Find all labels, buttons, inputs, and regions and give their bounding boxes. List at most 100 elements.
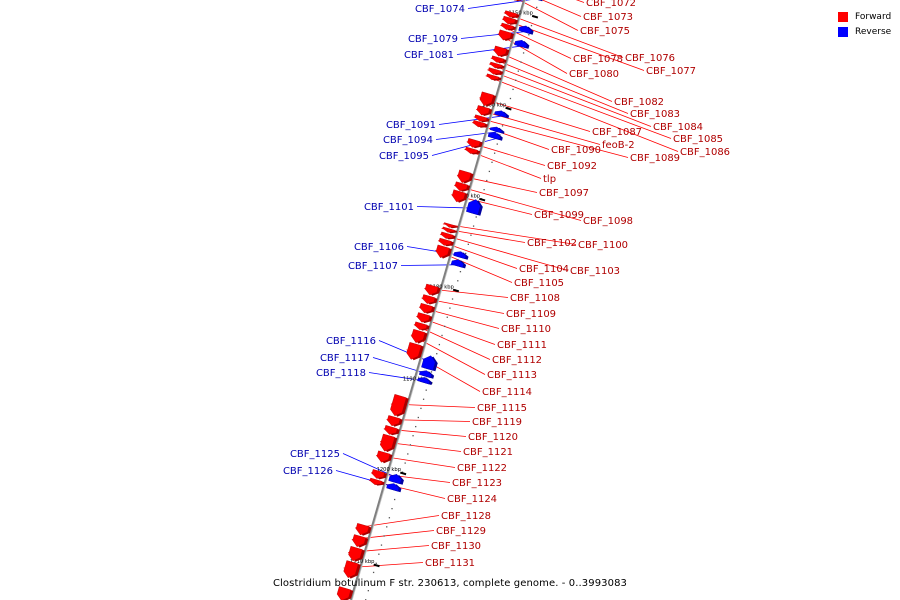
gene-label[interactable]: CBF_1080: [569, 69, 619, 80]
gene-label[interactable]: CBF_1119: [472, 417, 522, 428]
gene-arrow[interactable]: [518, 25, 534, 35]
gene-label[interactable]: CBF_1108: [510, 293, 560, 304]
gene-arrow[interactable]: [502, 15, 518, 25]
gene-arrow[interactable]: [424, 283, 441, 296]
gene-label[interactable]: CBF_1112: [492, 355, 542, 366]
gene-label[interactable]: CBF_1113: [487, 370, 537, 381]
gene-arrow[interactable]: [489, 61, 505, 69]
gene-arrow[interactable]: [494, 110, 510, 119]
gene-label[interactable]: CBF_1072: [586, 0, 636, 9]
gene-label[interactable]: CBF_1095: [379, 151, 429, 162]
gene-label[interactable]: CBF_1126: [283, 466, 333, 477]
gene-label[interactable]: CBF_1106: [354, 242, 404, 253]
gene-arrow[interactable]: [418, 370, 435, 379]
gene-arrow[interactable]: [440, 231, 456, 240]
gene-label[interactable]: CBF_1131: [425, 558, 475, 569]
gene-label[interactable]: CBF_1077: [646, 66, 696, 77]
gene-arrow[interactable]: [417, 377, 433, 385]
gene-arrow[interactable]: [476, 105, 493, 116]
gene-arrow[interactable]: [435, 244, 452, 259]
gene-arrow[interactable]: [379, 433, 398, 453]
gene-arrow[interactable]: [348, 545, 365, 562]
gene-arrow[interactable]: [419, 302, 436, 314]
gene-label[interactable]: CBF_1103: [570, 266, 620, 277]
gene-label[interactable]: CBF_1074: [415, 4, 465, 15]
gene-label[interactable]: CBF_1094: [383, 135, 433, 146]
gene-arrow[interactable]: [352, 534, 369, 548]
gene-arrow[interactable]: [451, 189, 468, 203]
gene-arrow[interactable]: [498, 29, 514, 41]
gene-arrow[interactable]: [411, 328, 428, 344]
gene-arrow[interactable]: [510, 0, 525, 2]
gene-arrow[interactable]: [504, 10, 520, 19]
gene-arrow[interactable]: [336, 586, 354, 600]
gene-arrow[interactable]: [491, 55, 507, 64]
gene-arrow[interactable]: [465, 146, 481, 155]
gene-arrow[interactable]: [421, 355, 438, 372]
gene-arrow[interactable]: [514, 39, 530, 49]
gene-label[interactable]: CBF_1123: [452, 478, 502, 489]
gene-label[interactable]: CBF_1090: [551, 145, 601, 156]
gene-label[interactable]: CBF_1130: [431, 541, 481, 552]
gene-label[interactable]: CBF_1110: [501, 324, 551, 335]
gene-arrow[interactable]: [486, 73, 502, 81]
gene-label[interactable]: CBF_1079: [408, 34, 458, 45]
gene-arrow[interactable]: [474, 114, 490, 123]
gene-arrow[interactable]: [376, 450, 393, 464]
gene-arrow[interactable]: [493, 45, 510, 58]
gene-arrow[interactable]: [390, 394, 409, 417]
gene-arrow[interactable]: [479, 91, 497, 107]
gene-label[interactable]: CBF_1092: [547, 161, 597, 172]
gene-label[interactable]: feoB-2: [602, 140, 635, 151]
gene-arrow[interactable]: [386, 483, 402, 493]
gene-arrow[interactable]: [453, 251, 469, 260]
gene-label[interactable]: CBF_1104: [519, 264, 569, 275]
gene-label[interactable]: CBF_1114: [482, 387, 532, 398]
gene-label[interactable]: CBF_1097: [539, 188, 589, 199]
gene-label[interactable]: CBF_1111: [497, 340, 547, 351]
gene-label[interactable]: CBF_1129: [436, 526, 486, 537]
gene-arrow[interactable]: [487, 132, 503, 141]
gene-arrow[interactable]: [438, 237, 454, 247]
gene-label[interactable]: CBF_1105: [514, 278, 564, 289]
gene-arrow[interactable]: [343, 560, 361, 579]
gene-arrow[interactable]: [387, 415, 403, 427]
gene-arrow[interactable]: [416, 312, 433, 324]
gene-arrow[interactable]: [457, 169, 474, 184]
gene-label[interactable]: CBF_1091: [386, 120, 436, 131]
gene-label[interactable]: CBF_1101: [364, 202, 414, 213]
gene-label[interactable]: CBF_1078: [573, 54, 623, 65]
gene-arrow[interactable]: [414, 321, 430, 331]
gene-label[interactable]: CBF_1081: [404, 50, 454, 61]
gene-label[interactable]: CBF_1082: [614, 97, 664, 108]
gene-arrow[interactable]: [489, 126, 505, 134]
gene-label[interactable]: CBF_1116: [326, 336, 376, 347]
gene-arrow[interactable]: [488, 67, 504, 76]
gene-label[interactable]: CBF_1084: [653, 122, 703, 133]
gene-label[interactable]: CBF_1115: [477, 403, 527, 414]
gene-label[interactable]: CBF_1085: [673, 134, 723, 145]
gene-arrow[interactable]: [467, 138, 483, 149]
gene-arrow[interactable]: [371, 469, 388, 480]
gene-arrow[interactable]: [443, 222, 459, 229]
gene-label[interactable]: CBF_1086: [680, 147, 730, 158]
gene-label[interactable]: CBF_1109: [506, 309, 556, 320]
gene-arrow[interactable]: [528, 0, 543, 2]
gene-label[interactable]: CBF_1121: [463, 447, 513, 458]
gene-label[interactable]: CBF_1118: [316, 368, 366, 379]
gene-arrow[interactable]: [355, 523, 372, 536]
gene-label[interactable]: CBF_1098: [583, 216, 633, 227]
gene-arrow[interactable]: [450, 259, 467, 269]
gene-label[interactable]: CBF_1083: [630, 109, 680, 120]
gene-arrow[interactable]: [406, 342, 424, 361]
gene-arrow[interactable]: [384, 425, 400, 436]
gene-label[interactable]: CBF_1099: [534, 210, 584, 221]
gene-label[interactable]: CBF_1124: [447, 494, 497, 505]
gene-label[interactable]: CBF_1120: [468, 432, 518, 443]
gene-arrow[interactable]: [466, 199, 483, 216]
gene-label[interactable]: CBF_1107: [348, 261, 398, 272]
gene-label[interactable]: CBF_1076: [625, 53, 675, 64]
gene-label[interactable]: CBF_1089: [630, 153, 680, 164]
gene-label[interactable]: CBF_1117: [320, 353, 370, 364]
gene-label[interactable]: CBF_1075: [580, 26, 630, 37]
